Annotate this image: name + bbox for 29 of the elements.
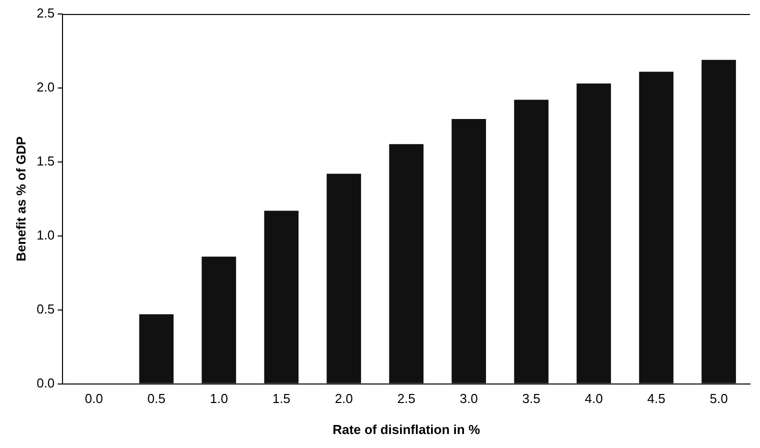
bar: [639, 72, 674, 384]
bar: [264, 210, 299, 384]
y-axis-title: Benefit as % of GDP: [13, 136, 28, 262]
x-tick-label: 1.5: [272, 391, 290, 406]
bar: [326, 174, 362, 384]
y-tick-label: 1.0: [36, 227, 55, 242]
x-tick-label: 5.0: [710, 391, 728, 406]
y-tick-label: 0.0: [36, 375, 55, 390]
bar: [452, 119, 486, 384]
y-tick-label: 2.0: [36, 80, 55, 95]
y-tick-label: 2.5: [36, 6, 55, 21]
x-tick-label: 4.5: [647, 391, 666, 406]
x-tick-label: 3.5: [522, 391, 540, 406]
x-tick-label: 3.0: [460, 391, 478, 406]
x-tick-label: 4.0: [584, 391, 603, 406]
x-tick-label: 2.5: [397, 391, 416, 406]
x-tick-label: 0.5: [147, 391, 166, 406]
bar: [576, 84, 611, 384]
x-tick-label: 1.0: [210, 391, 228, 406]
y-tick-label: 1.5: [36, 154, 55, 168]
x-tick-label: 2.0: [334, 391, 353, 406]
x-tick-label: 0.0: [84, 391, 103, 406]
bar: [702, 60, 736, 384]
bar: [202, 256, 236, 384]
y-tick-label: 0.5: [36, 301, 55, 316]
bar: [514, 100, 548, 384]
bar: [389, 144, 424, 384]
bar: [139, 314, 174, 384]
x-axis-title: Rate of disinflation in %: [332, 422, 480, 437]
